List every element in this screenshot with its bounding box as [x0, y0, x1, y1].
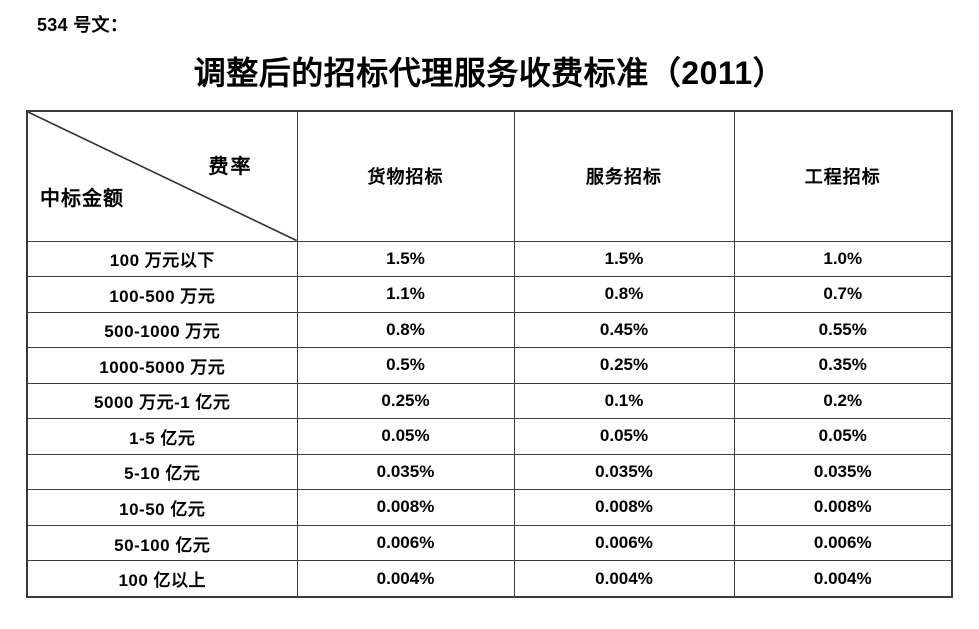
amount-range-cell: 100 亿以上	[26, 560, 298, 598]
rate-cell-engineering: 1.0%	[733, 240, 953, 278]
amount-range-cell: 100 万元以下	[26, 240, 298, 278]
rate-cell-engineering: 0.004%	[733, 560, 953, 598]
table-row: 100-500 万元 1.1% 0.8% 0.7%	[26, 276, 953, 313]
fee-table: 费率 中标金额 货物招标 服务招标 工程招标 100 万元以下 1.5% 1.5…	[26, 110, 953, 598]
rate-cell-goods: 0.05%	[296, 418, 515, 455]
rate-cell-engineering: 0.35%	[733, 347, 953, 384]
table-row: 5000 万元-1 亿元 0.25% 0.1% 0.2%	[26, 382, 953, 420]
rate-cell-goods: 0.5%	[296, 347, 515, 384]
amount-range-cell: 100-500 万元	[26, 276, 298, 313]
corner-label-bid-amount: 中标金额	[40, 187, 124, 210]
corner-header-cell: 费率 中标金额	[26, 110, 298, 242]
amount-range-cell: 500-1000 万元	[26, 311, 298, 349]
fee-table-body: 100 万元以下 1.5% 1.5% 1.0% 100-500 万元 1.1% …	[26, 240, 953, 598]
table-row: 100 亿以上 0.004% 0.004% 0.004%	[26, 560, 953, 598]
rate-cell-engineering: 0.035%	[733, 453, 953, 491]
table-row: 50-100 亿元 0.006% 0.006% 0.006%	[26, 524, 953, 562]
rate-cell-services: 0.035%	[513, 453, 735, 491]
table-row: 500-1000 万元 0.8% 0.45% 0.55%	[26, 311, 953, 349]
diagonal-divider-line	[28, 112, 297, 241]
rate-cell-services: 0.006%	[513, 524, 735, 562]
column-header-engineering-tender: 工程招标	[733, 110, 953, 242]
amount-range-cell: 1-5 亿元	[26, 418, 298, 455]
amount-range-cell: 5000 万元-1 亿元	[26, 382, 298, 420]
rate-cell-services: 0.25%	[513, 347, 735, 384]
rate-cell-goods: 0.008%	[296, 489, 515, 526]
amount-range-cell: 50-100 亿元	[26, 524, 298, 562]
table-row: 10-50 亿元 0.008% 0.008% 0.008%	[26, 489, 953, 526]
rate-cell-engineering: 0.55%	[733, 311, 953, 349]
table-row: 1-5 亿元 0.05% 0.05% 0.05%	[26, 418, 953, 455]
table-row: 5-10 亿元 0.035% 0.035% 0.035%	[26, 453, 953, 491]
rate-cell-services: 0.008%	[513, 489, 735, 526]
table-row: 100 万元以下 1.5% 1.5% 1.0%	[26, 240, 953, 278]
rate-cell-services: 0.1%	[513, 382, 735, 420]
rate-cell-goods: 0.8%	[296, 311, 515, 349]
column-header-goods-tender: 货物招标	[296, 110, 515, 242]
header-row: 费率 中标金额 货物招标 服务招标 工程招标	[26, 110, 953, 242]
rate-cell-engineering: 0.008%	[733, 489, 953, 526]
rate-cell-engineering: 0.7%	[733, 276, 953, 313]
rate-cell-engineering: 0.05%	[733, 418, 953, 455]
rate-cell-goods: 0.006%	[296, 524, 515, 562]
rate-cell-goods: 0.25%	[296, 382, 515, 420]
amount-range-cell: 5-10 亿元	[26, 453, 298, 491]
page-title: 调整后的招标代理服务收费标准（2011）	[193, 55, 786, 91]
table-row: 1000-5000 万元 0.5% 0.25% 0.35%	[26, 347, 953, 384]
rate-cell-engineering: 0.006%	[733, 524, 953, 562]
rate-cell-goods: 1.1%	[296, 276, 515, 313]
corner-label-fee-rate: 费率	[208, 156, 253, 178]
amount-range-cell: 10-50 亿元	[26, 489, 298, 526]
rate-cell-services: 1.5%	[513, 240, 735, 278]
rate-cell-goods: 1.5%	[296, 240, 515, 278]
doc-number-label: 534 号文：	[37, 15, 129, 35]
rate-cell-services: 0.8%	[513, 276, 735, 313]
rate-cell-services: 0.05%	[513, 418, 735, 455]
column-header-service-tender: 服务招标	[513, 110, 735, 242]
rate-cell-services: 0.45%	[513, 311, 735, 349]
amount-range-cell: 1000-5000 万元	[26, 347, 298, 384]
rate-cell-goods: 0.035%	[296, 453, 515, 491]
rate-cell-services: 0.004%	[513, 560, 735, 598]
rate-cell-goods: 0.004%	[296, 560, 515, 598]
rate-cell-engineering: 0.2%	[733, 382, 953, 420]
